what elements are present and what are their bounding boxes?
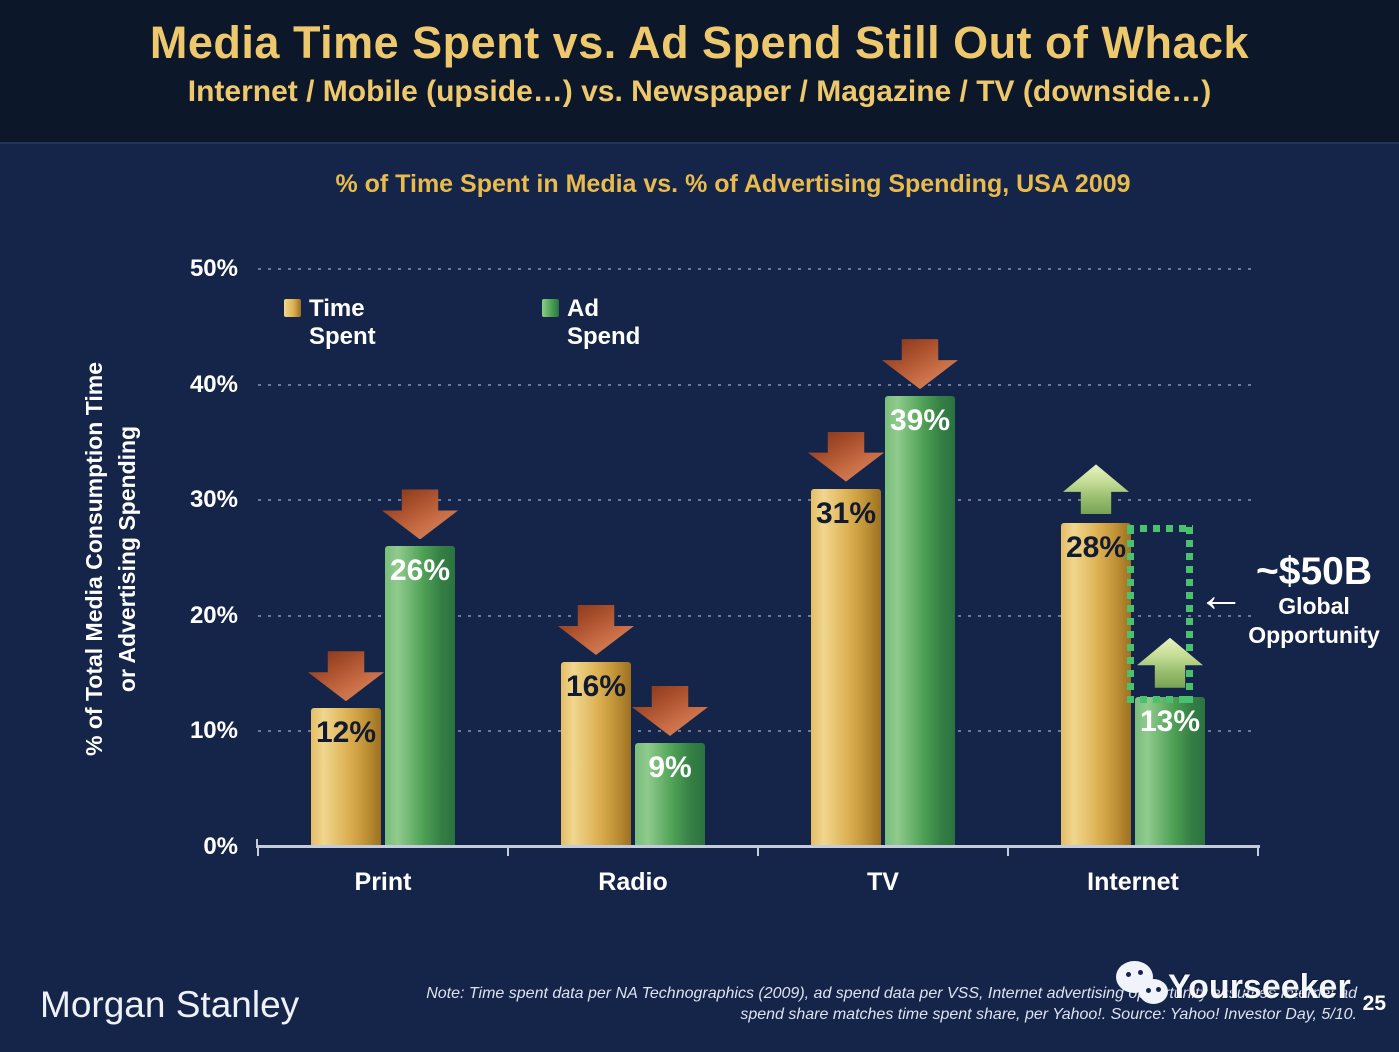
bar-value-label: 31% xyxy=(815,496,877,530)
slide-title: Media Time Spent vs. Ad Spend Still Out … xyxy=(149,17,1250,68)
x-axis-tick xyxy=(1257,848,1259,856)
trend-down-arrow-icon xyxy=(308,651,384,702)
morgan-stanley-logo: Morgan Stanley xyxy=(40,984,300,1025)
bar-value-label: 26% xyxy=(389,554,451,588)
x-axis-line xyxy=(256,845,1260,848)
legend-label-ad-spend: Ad Spend xyxy=(567,295,641,350)
opportunity-label-line1: Global xyxy=(1278,593,1350,619)
y-tick-label-10%: 10% xyxy=(189,717,238,745)
bar-value-label: 39% xyxy=(889,404,951,438)
opportunity-annotation: ~$50B Global Opportunity xyxy=(1223,552,1399,650)
legend-swatch-ad-spend xyxy=(542,299,559,317)
trend-down-arrow-icon xyxy=(808,431,884,482)
y-tick-label-30%: 30% xyxy=(189,486,238,514)
y-tick-label-20%: 20% xyxy=(189,601,238,629)
bar-internet-ad-spend xyxy=(1135,696,1205,847)
left-arrow-icon: ← xyxy=(1197,569,1245,622)
bar-value-label: 13% xyxy=(1139,704,1201,738)
x-axis-tick xyxy=(757,848,759,856)
opportunity-label-line2: Opportunity xyxy=(1248,622,1380,648)
gridline-20% xyxy=(258,614,1258,617)
category-label-print: Print xyxy=(354,868,412,896)
opportunity-value: ~$50B xyxy=(1255,550,1372,593)
watermark-text: Yourseeker xyxy=(1168,968,1351,1006)
bar-value-label: 9% xyxy=(648,750,692,784)
gridline-30% xyxy=(258,499,1258,502)
legend-label-time-spent: Time Spent xyxy=(309,295,376,350)
x-axis-tick xyxy=(1007,848,1009,856)
trend-down-arrow-icon xyxy=(632,685,708,736)
bar-tv-ad-spend xyxy=(885,396,955,847)
bar-value-label: 28% xyxy=(1065,531,1127,565)
category-label-radio: Radio xyxy=(598,868,668,896)
wechat-bubble-small xyxy=(1139,979,1168,1004)
wechat-icon xyxy=(1116,958,1170,1012)
bar-value-label: 12% xyxy=(315,716,377,750)
bar-print-time-spent xyxy=(311,708,381,847)
gridline-50% xyxy=(258,268,1258,270)
bar-internet-time-spent xyxy=(1061,523,1131,847)
bar-radio-time-spent xyxy=(561,662,631,847)
trend-down-arrow-icon xyxy=(382,489,458,540)
chart-title: % of Time Spent in Media vs. % of Advert… xyxy=(335,170,1131,198)
gridline-40% xyxy=(258,383,1258,386)
title-band: Media Time Spent vs. Ad Spend Still Out … xyxy=(0,0,1399,144)
trend-down-arrow-icon xyxy=(558,605,634,656)
x-axis-tick xyxy=(257,848,259,856)
legend-swatch-time-spent xyxy=(284,299,301,317)
x-axis-stub xyxy=(256,839,258,847)
source-note-line2: spend share matches time spent share, pe… xyxy=(740,1006,1357,1023)
page-number: 25 xyxy=(1362,992,1386,1015)
category-label-tv: TV xyxy=(867,868,899,896)
bar-print-ad-spend xyxy=(385,546,455,847)
x-axis-tick xyxy=(507,848,509,856)
category-label-internet: Internet xyxy=(1087,868,1179,896)
slide-subtitle: Internet / Mobile (upside…) vs. Newspape… xyxy=(187,75,1212,108)
y-tick-label-0%: 0% xyxy=(203,833,238,860)
y-tick-label-40%: 40% xyxy=(189,370,238,398)
bar-value-label: 16% xyxy=(565,670,627,704)
gridline-10% xyxy=(258,730,1258,733)
watermark: Yourseeker xyxy=(1116,956,1366,1016)
trend-down-arrow-icon xyxy=(882,339,958,390)
bar-radio-ad-spend xyxy=(635,742,705,847)
bar-tv-time-spent xyxy=(811,488,881,847)
y-tick-label-50%: 50% xyxy=(189,255,238,282)
trend-up-arrow-icon xyxy=(1063,464,1129,515)
